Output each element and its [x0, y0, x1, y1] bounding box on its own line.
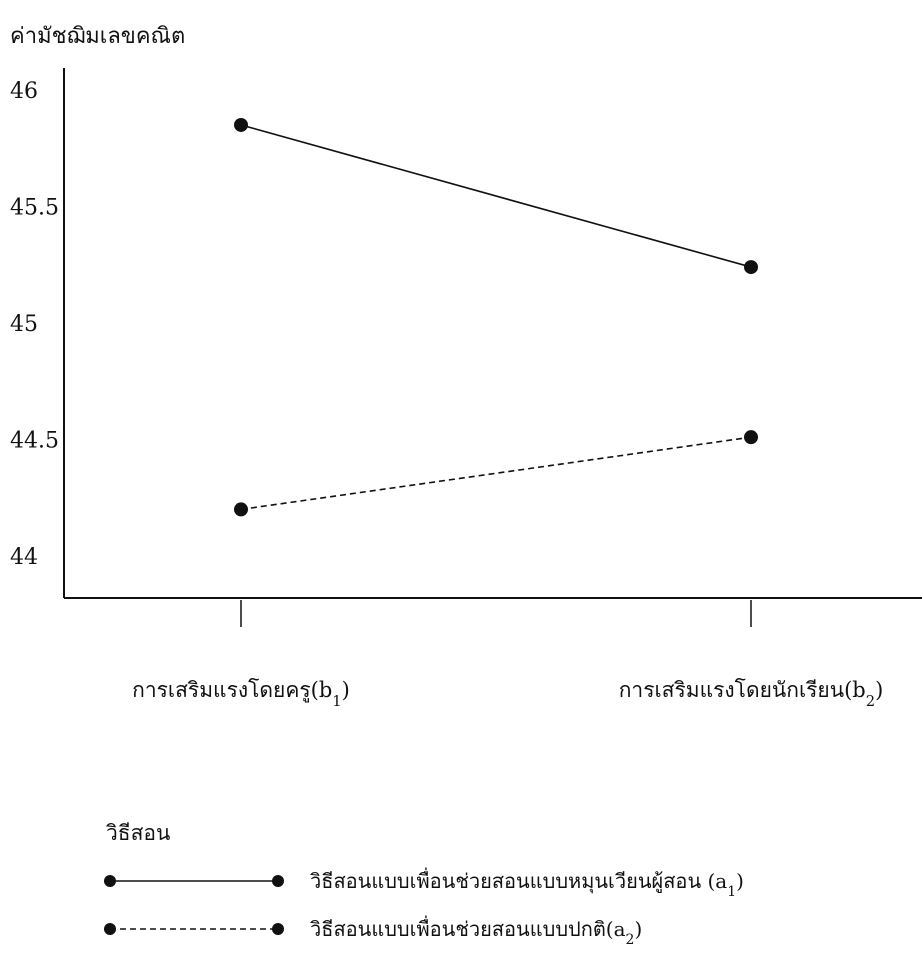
y-tick-label: 44: [10, 545, 38, 570]
x-ticks: การเสริมแรงโดยครู(b1) การเสริมแรงโดยนักเร…: [132, 600, 883, 710]
legend-label-2: วิธีสอนแบบเพื่อนช่วยสอนแบบปกติ(a2): [310, 915, 642, 948]
legend-marker: [104, 923, 116, 935]
series-2-point: [744, 430, 758, 445]
x-tick-label: การเสริมแรงโดยครู(b1): [132, 678, 350, 710]
series-line-1: [240, 124, 752, 268]
x-tick-label: การเสริมแรงโดยนักเรียน(b2): [619, 678, 884, 710]
legend: วิธีสอนแบบเพื่อนช่วยสอนแบบหมุนเวียนผู้สอ…: [104, 867, 744, 948]
legend-marker: [104, 875, 116, 887]
series-2-point: [234, 502, 248, 517]
legend-marker: [272, 923, 284, 935]
series-layer: [234, 117, 758, 517]
series-1-point: [744, 260, 758, 275]
y-tick-label: 45: [10, 312, 38, 337]
y-tick-labels: 44 44.5 45 45.5 46: [10, 79, 59, 570]
legend-label-1: วิธีสอนแบบเพื่อนช่วยสอนแบบหมุนเวียนผู้สอ…: [310, 867, 744, 900]
axes: [63, 68, 922, 599]
y-axis-label: ค่ามัชฌิมเลขคณิต: [10, 24, 185, 49]
legend-title: วิธีสอน: [106, 821, 171, 845]
y-tick-label: 46: [10, 79, 38, 104]
y-tick-label: 45.5: [10, 196, 59, 221]
legend-marker: [272, 875, 284, 887]
series-1-point: [234, 117, 248, 132]
series-line-2: [240, 436, 752, 511]
y-tick-label: 44.5: [10, 429, 59, 454]
